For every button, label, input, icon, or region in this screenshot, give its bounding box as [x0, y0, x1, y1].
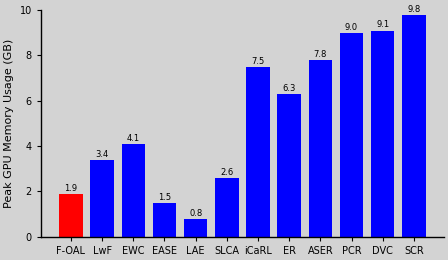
Text: 4.1: 4.1 [127, 134, 140, 143]
Text: 7.5: 7.5 [251, 57, 265, 66]
Bar [371, 31, 394, 237]
Text: 9.8: 9.8 [407, 5, 421, 14]
Bar [402, 15, 426, 237]
Bar [90, 160, 114, 237]
Text: 1.5: 1.5 [158, 193, 171, 202]
Bar [59, 194, 83, 237]
Text: 9.1: 9.1 [376, 21, 389, 29]
Text: 0.8: 0.8 [189, 209, 202, 218]
Text: 6.3: 6.3 [283, 84, 296, 93]
Bar [246, 67, 270, 237]
Text: 1.9: 1.9 [65, 184, 78, 193]
Bar [122, 144, 145, 237]
Bar [215, 178, 238, 237]
Bar [153, 203, 176, 237]
Text: 9.0: 9.0 [345, 23, 358, 32]
Bar [277, 94, 301, 237]
Y-axis label: Peak GPU Memory Usage (GB): Peak GPU Memory Usage (GB) [4, 39, 14, 208]
Bar [184, 219, 207, 237]
Bar [309, 60, 332, 237]
Text: 2.6: 2.6 [220, 168, 233, 177]
Text: 7.8: 7.8 [314, 50, 327, 59]
Bar [340, 33, 363, 237]
Text: 3.4: 3.4 [95, 150, 109, 159]
